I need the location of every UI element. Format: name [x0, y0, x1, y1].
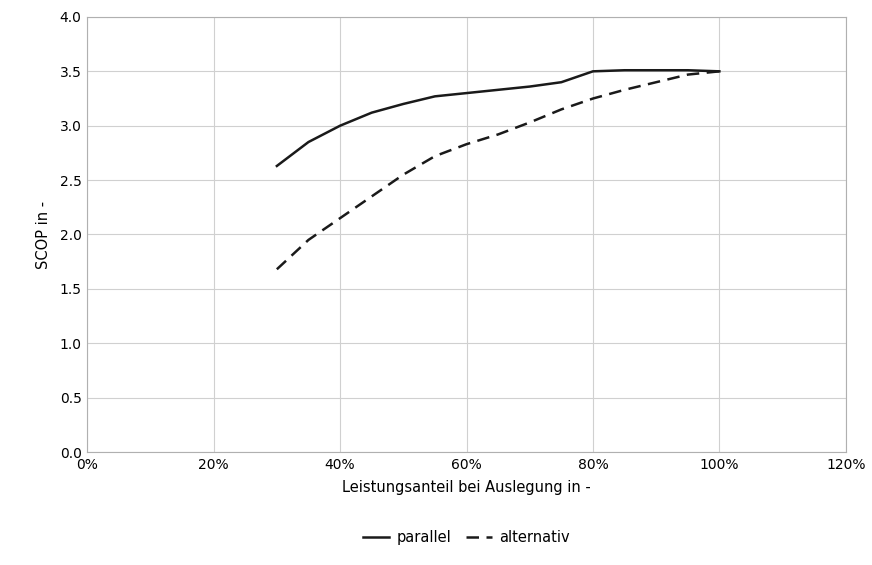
parallel — [588, 68, 598, 75]
Line: alternativ: alternativ — [276, 71, 719, 270]
alternativ — [588, 95, 598, 102]
alternativ — [714, 68, 725, 75]
parallel — [461, 90, 472, 97]
parallel — [683, 67, 693, 73]
alternativ — [303, 237, 314, 244]
alternativ — [335, 215, 345, 221]
alternativ — [398, 171, 408, 178]
alternativ — [366, 193, 377, 200]
parallel — [714, 68, 725, 75]
parallel — [430, 93, 440, 100]
parallel — [271, 163, 282, 170]
alternativ — [271, 266, 282, 273]
parallel — [524, 83, 535, 90]
parallel — [651, 67, 661, 73]
alternativ — [461, 141, 472, 147]
parallel — [303, 138, 314, 145]
alternativ — [556, 106, 567, 113]
parallel — [493, 86, 503, 93]
alternativ — [683, 71, 693, 78]
parallel — [366, 109, 377, 116]
alternativ — [430, 153, 440, 159]
parallel — [556, 79, 567, 86]
parallel — [619, 67, 630, 73]
parallel — [398, 101, 408, 107]
parallel — [335, 123, 345, 129]
Y-axis label: SCOP in -: SCOP in - — [37, 201, 51, 268]
X-axis label: Leistungsanteil bei Auslegung in -: Leistungsanteil bei Auslegung in - — [342, 480, 591, 495]
Legend: parallel, alternativ: parallel, alternativ — [358, 524, 576, 551]
alternativ — [524, 119, 535, 126]
alternativ — [619, 86, 630, 93]
alternativ — [651, 79, 661, 86]
alternativ — [493, 131, 503, 138]
Line: parallel: parallel — [276, 70, 719, 166]
